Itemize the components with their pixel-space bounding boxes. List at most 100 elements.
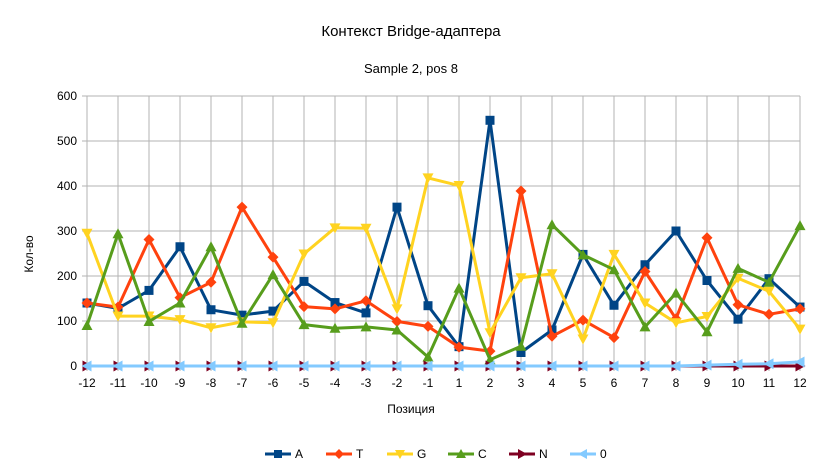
x-tick-label: -8 bbox=[206, 376, 217, 390]
data-point-C bbox=[577, 249, 589, 260]
series-line-0 bbox=[87, 360, 801, 368]
data-point-G bbox=[422, 173, 434, 184]
data-point-A bbox=[268, 306, 278, 316]
data-point-T bbox=[329, 303, 341, 315]
legend-item-N: N bbox=[509, 447, 548, 461]
data-point-G bbox=[298, 249, 310, 260]
data-point-C bbox=[267, 269, 279, 280]
data-point-G bbox=[174, 315, 186, 326]
series-line-G bbox=[85, 176, 802, 341]
y-tick-label: 600 bbox=[57, 89, 77, 103]
data-point-0 bbox=[577, 360, 588, 372]
series-0 bbox=[81, 356, 805, 372]
chart-title: Контекст Bridge-адаптера bbox=[321, 23, 501, 40]
data-point-C bbox=[763, 276, 775, 287]
x-tick-label: -12 bbox=[78, 376, 96, 390]
data-point-C bbox=[298, 319, 310, 330]
data-point-C bbox=[205, 241, 217, 252]
data-point-G bbox=[329, 223, 341, 234]
data-point-T bbox=[794, 303, 806, 315]
data-point-T bbox=[577, 314, 589, 326]
x-axis-label: Позиция bbox=[387, 402, 434, 416]
data-point-C bbox=[608, 264, 620, 275]
data-point-0 bbox=[174, 360, 185, 372]
legend-item-T: T bbox=[326, 447, 364, 461]
data-point-G bbox=[484, 328, 496, 339]
legend-label: N bbox=[539, 447, 548, 461]
legend-label: 0 bbox=[600, 447, 607, 461]
data-point-T bbox=[81, 297, 93, 309]
data-point-T bbox=[701, 232, 713, 244]
series-line-C bbox=[85, 223, 802, 362]
data-point-A bbox=[330, 298, 340, 308]
legend-label: T bbox=[356, 447, 364, 461]
data-point-0 bbox=[794, 356, 805, 368]
data-point-0 bbox=[236, 360, 247, 372]
data-point-G bbox=[360, 223, 372, 234]
data-point-G bbox=[515, 273, 527, 284]
series-line-A bbox=[86, 118, 802, 354]
data-point-0 bbox=[422, 360, 433, 372]
legend-marker bbox=[395, 450, 405, 459]
data-point-0 bbox=[484, 360, 495, 372]
y-axis-ticks: 0 100 200 300 400 500 600 bbox=[57, 89, 87, 373]
data-point-C bbox=[546, 219, 558, 230]
data-point-0 bbox=[81, 360, 92, 372]
x-tick-label: 8 bbox=[673, 376, 680, 390]
x-tick-label: -9 bbox=[175, 376, 186, 390]
y-axis-label: Кол-во bbox=[22, 235, 36, 273]
data-point-0 bbox=[546, 360, 557, 372]
x-tick-label: -2 bbox=[392, 376, 403, 390]
legend-marker bbox=[578, 449, 587, 459]
data-point-T bbox=[515, 185, 527, 197]
y-tick-label: 500 bbox=[57, 134, 77, 148]
data-point-C bbox=[670, 287, 682, 298]
data-point-G bbox=[701, 312, 713, 322]
data-point-T bbox=[391, 315, 403, 327]
data-point-0 bbox=[360, 360, 371, 372]
y-tick-label: 100 bbox=[57, 314, 77, 328]
x-tick-label: -7 bbox=[237, 376, 248, 390]
x-tick-label: -5 bbox=[299, 376, 310, 390]
data-point-C bbox=[701, 326, 713, 337]
data-point-G bbox=[670, 318, 682, 329]
data-point-0 bbox=[732, 358, 743, 370]
x-tick-label: 11 bbox=[763, 376, 776, 390]
x-tick-label: -4 bbox=[330, 376, 341, 390]
series-T bbox=[81, 185, 806, 357]
data-point-T bbox=[546, 330, 558, 342]
x-tick-label: 6 bbox=[611, 376, 618, 390]
data-point-G bbox=[608, 249, 620, 260]
x-tick-label: 7 bbox=[642, 376, 649, 390]
data-point-T bbox=[763, 308, 775, 320]
data-point-T bbox=[608, 332, 620, 344]
y-tick-label: 400 bbox=[57, 179, 77, 193]
data-point-0 bbox=[143, 360, 154, 372]
data-point-T bbox=[236, 201, 248, 213]
data-point-C bbox=[453, 282, 465, 293]
x-tick-label: 5 bbox=[580, 376, 587, 390]
data-point-T bbox=[422, 320, 434, 332]
data-point-A bbox=[392, 202, 402, 212]
y-tick-label: 0 bbox=[70, 359, 77, 373]
data-point-A bbox=[299, 276, 309, 286]
legend-label: G bbox=[417, 447, 426, 461]
x-tick-label: -11 bbox=[110, 376, 127, 390]
data-point-0 bbox=[701, 359, 712, 371]
data-point-0 bbox=[763, 358, 774, 370]
data-point-T bbox=[732, 299, 744, 311]
data-point-A bbox=[640, 260, 650, 270]
data-point-C bbox=[639, 321, 651, 332]
series-line-T bbox=[86, 189, 801, 353]
legend-marker bbox=[274, 450, 282, 458]
legend-marker bbox=[518, 449, 527, 459]
data-point-G bbox=[794, 324, 806, 335]
data-point-T bbox=[453, 341, 465, 353]
x-tick-label: 2 bbox=[487, 376, 494, 390]
data-point-C bbox=[81, 320, 93, 330]
data-point-T bbox=[298, 301, 310, 313]
data-point-0 bbox=[329, 360, 340, 372]
data-point-0 bbox=[608, 360, 619, 372]
data-point-0 bbox=[453, 360, 464, 372]
data-point-C bbox=[112, 228, 124, 239]
